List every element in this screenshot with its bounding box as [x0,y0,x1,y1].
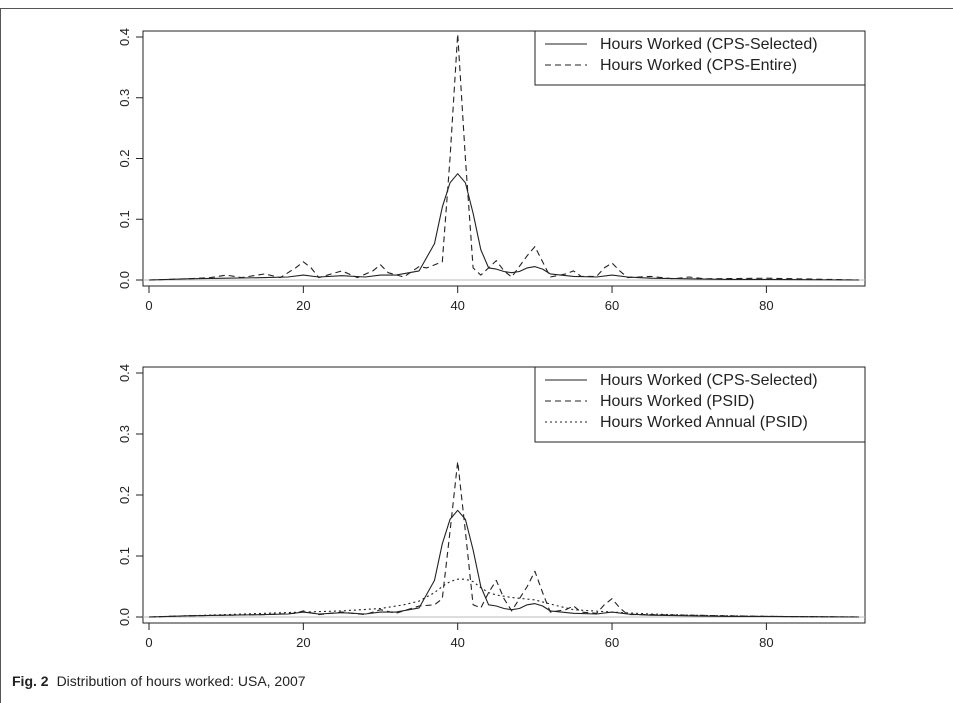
series-line-solid [148,509,860,618]
series-line-dashed [148,460,860,618]
x-tick-label: 60 [605,298,619,313]
frame-border-top [0,8,953,9]
y-tick-label: 0.1 [117,210,132,228]
x-tick-label: 0 [145,635,152,650]
chart-panel-top: 0 20 40 60 80 0.0 0.1 0.2 0.3 0.4 Hours Worked (CP… [117,28,866,313]
x-tick-label: 40 [450,635,464,650]
series-line-dotted [148,578,860,618]
x-tick-label: 40 [450,298,464,313]
chart-panel-bottom: 0 20 40 60 80 0.0 0.1 0.2 0.3 0.4 Hours Worked (CP… [117,364,866,650]
figure-caption-text: Distribution of hours worked: USA, 2007 [56,673,306,689]
legend-box [534,30,866,86]
legend-box [534,366,866,443]
x-tick-label: 60 [605,635,619,650]
y-tick-label: 0.3 [117,89,132,107]
frame-border-left [0,8,1,703]
legend-label: Hours Worked (CPS-Entire) [600,57,797,74]
y-tick-label: 0.4 [117,28,132,46]
figure-caption-label: Fig. 2 [12,673,49,689]
series-line-dashed [148,33,860,281]
y-tick-label: 0.1 [117,547,132,565]
legend-label: Hours Worked (PSID) [600,393,754,410]
series-line-solid [148,173,860,281]
legend-label: Hours Worked (CPS-Selected) [600,36,818,53]
y-tick-label: 0.3 [117,425,132,443]
x-tick-label: 20 [296,635,310,650]
y-tick-label: 0.0 [117,608,132,626]
figure-caption: Fig. 2 Distribution of hours worked: USA,… [12,673,306,689]
y-tick-label: 0.2 [117,149,132,167]
y-tick-label: 0.2 [117,486,132,504]
legend-label: Hours Worked (CPS-Selected) [600,372,818,389]
y-tick-label: 0.4 [117,364,132,382]
x-tick-label: 80 [759,635,773,650]
x-tick-label: 20 [296,298,310,313]
x-tick-label: 80 [759,298,773,313]
y-tick-label: 0.0 [117,271,132,289]
legend-label: Hours Worked Annual (PSID) [600,414,808,431]
x-tick-label: 0 [145,298,152,313]
